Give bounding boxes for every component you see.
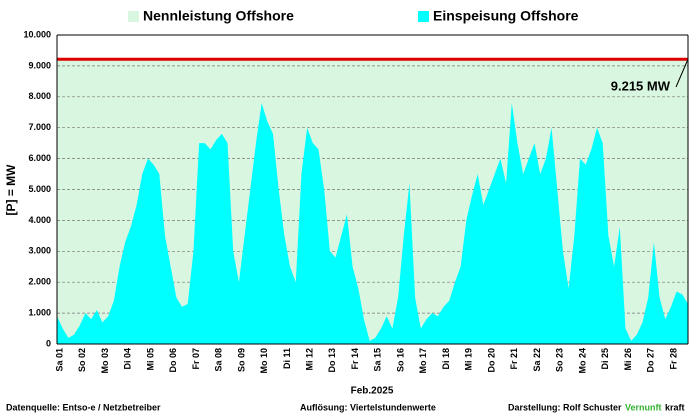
y-tick-label: 1.000 bbox=[28, 307, 51, 317]
y-tick-label: 5.000 bbox=[28, 184, 51, 194]
x-tick-label: Do 27 bbox=[646, 348, 656, 373]
y-tick-label: 4.000 bbox=[28, 215, 51, 225]
x-tick-label: Mo 24 bbox=[577, 348, 587, 374]
x-axis-label: Feb.2025 bbox=[351, 386, 394, 397]
y-tick-label: 0 bbox=[46, 338, 51, 348]
x-tick-label: Fr 28 bbox=[668, 348, 678, 370]
footer-author: Darstellung: Rolf Schuster bbox=[508, 402, 622, 412]
legend-swatch bbox=[128, 11, 139, 22]
x-tick-label: Sa 01 bbox=[54, 348, 64, 372]
x-tick-label: Mi 19 bbox=[464, 348, 474, 371]
x-tick-label: So 09 bbox=[236, 348, 246, 372]
y-axis-label: [P] = MW bbox=[4, 164, 18, 216]
y-tick-label: 7.000 bbox=[28, 122, 51, 132]
legend-label: Einspeisung Offshore bbox=[433, 8, 579, 24]
x-tick-label: Sa 08 bbox=[214, 348, 224, 372]
footer-source: Datenquelle: Entso-e / Netzbetreiber bbox=[6, 402, 161, 412]
y-tick-label: 8.000 bbox=[28, 91, 51, 101]
x-tick-label: Di 18 bbox=[441, 348, 451, 370]
x-tick-label: So 02 bbox=[77, 348, 87, 372]
x-tick-label: Do 20 bbox=[486, 348, 496, 373]
x-tick-label: Mi 26 bbox=[623, 348, 633, 371]
x-tick-label: Do 06 bbox=[168, 348, 178, 373]
x-tick-label: Fr 21 bbox=[509, 348, 519, 370]
footer-resolution: Auflösung: Viertelstundenwerte bbox=[300, 402, 436, 412]
y-tick-label: 3.000 bbox=[28, 246, 51, 256]
legend-label: Nennleistung Offshore bbox=[143, 8, 294, 24]
x-tick-label: Mo 10 bbox=[259, 348, 269, 374]
legend-swatch bbox=[418, 11, 429, 22]
x-tick-label: Do 13 bbox=[327, 348, 337, 373]
capacity-label: 9.215 MW bbox=[611, 78, 671, 93]
x-tick-label: Mo 03 bbox=[100, 348, 110, 374]
annotation-leader bbox=[675, 59, 689, 88]
x-tick-label: Sa 22 bbox=[532, 348, 542, 372]
y-tick-label: 6.000 bbox=[28, 153, 51, 163]
x-tick-label: Fr 14 bbox=[350, 348, 360, 370]
x-tick-label: Di 11 bbox=[282, 348, 292, 369]
x-tick-label: Sa 15 bbox=[373, 348, 383, 372]
y-tick-label: 9.000 bbox=[28, 60, 51, 70]
footer-brand: kraft bbox=[665, 402, 685, 412]
x-tick-label: Mo 17 bbox=[418, 348, 428, 374]
x-tick-label: So 16 bbox=[395, 348, 405, 372]
x-tick-label: Mi 05 bbox=[145, 348, 155, 371]
x-tick-label: Mi 12 bbox=[305, 348, 315, 371]
footer-brand: Vernunft bbox=[625, 402, 662, 412]
feed-in-area bbox=[57, 102, 688, 344]
x-tick-label: Di 25 bbox=[600, 348, 610, 370]
x-tick-label: Fr 07 bbox=[191, 348, 201, 370]
y-tick-label: 10.000 bbox=[23, 29, 51, 39]
y-tick-label: 2.000 bbox=[28, 277, 51, 287]
x-tick-label: So 23 bbox=[555, 348, 565, 372]
x-tick-label: Di 04 bbox=[123, 348, 133, 370]
